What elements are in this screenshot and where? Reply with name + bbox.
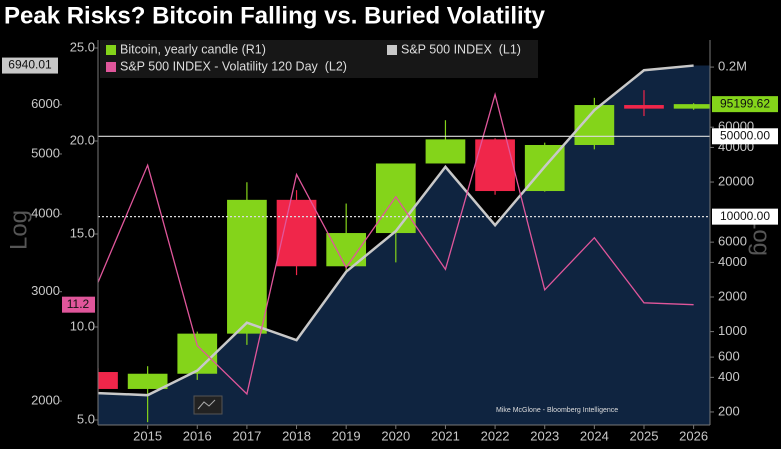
legend-swatch: [106, 62, 116, 72]
x-tick-label: 2016: [183, 428, 212, 443]
annotation: Mike McGlone - Bloomberg Intelligence: [496, 407, 618, 414]
y-tick-label: 6000: [31, 96, 60, 111]
overlay: [97, 64, 710, 423]
line: [97, 64, 694, 397]
y-tick-label: 2000: [31, 392, 60, 407]
x-tick-label: 2025: [630, 428, 659, 443]
y-tick-label: 4000: [31, 206, 60, 221]
value-tag-box: [712, 208, 778, 225]
x-tick-label: 2021: [431, 428, 460, 443]
legend-label: Bitcoin, yearly candle (R1): [120, 42, 266, 56]
y-tick-label: 0.2M: [718, 59, 747, 74]
line: [97, 91, 694, 396]
candle-body: [375, 163, 416, 234]
y-tick-label: 5.0: [77, 411, 95, 426]
candle-body: [425, 139, 466, 164]
x-tick-label: 2018: [282, 428, 311, 443]
legend-label: S&P 500 INDEX - Volatility 120 Day (L2): [120, 59, 347, 73]
y-tick-label: 3000: [31, 283, 60, 298]
legend-box: [100, 40, 538, 78]
value-tag: 6940.01: [8, 58, 52, 72]
y-tick-label: 20.0: [70, 132, 95, 147]
chart-icon-glyph: [197, 399, 216, 410]
y-tick-label: 10.0: [70, 318, 95, 333]
x-tick-label: 2023: [530, 428, 559, 443]
x-tick-label: 2026: [679, 428, 708, 443]
candle-body: [624, 105, 664, 109]
y-tick-label: 4000: [718, 254, 747, 269]
candle-body: [127, 373, 168, 389]
candle-body: [227, 199, 267, 334]
y-tick-label: 200: [718, 403, 740, 418]
legend-label: S&P 500 INDEX (L1): [401, 42, 521, 56]
y-tick-label: 600: [718, 349, 740, 364]
legend-swatch: [106, 45, 116, 55]
chart-title: Peak Risks? Bitcoin Falling vs. Buried V…: [4, 2, 546, 29]
y-tick-label: 400: [718, 369, 740, 384]
y-tick-label: 6000: [718, 234, 747, 249]
value-tag: 10000.00: [720, 209, 770, 223]
y-tick-label: 20000: [718, 173, 754, 188]
value-tag-box: [2, 57, 58, 74]
axis-title: Log: [5, 210, 32, 250]
x-tick-label: 2020: [381, 428, 410, 443]
value-tag-box: [712, 96, 778, 113]
value-tag: 95199.62: [720, 96, 770, 110]
legend-swatch: [387, 45, 397, 55]
x-tick-label: 2019: [332, 428, 361, 443]
y-tick-label: 25.0: [70, 39, 95, 54]
value-tag: 50000.00: [720, 128, 770, 142]
value-tag: 11.2: [67, 297, 90, 311]
y-tick-label: 5000: [31, 145, 60, 160]
y-tick-label: 15.0: [70, 225, 95, 240]
x-tick-label: 2022: [481, 428, 510, 443]
x-tick-label: 2015: [133, 428, 162, 443]
candle-body: [673, 104, 710, 109]
candle-body: [98, 372, 118, 389]
value-tag-box: [712, 128, 778, 145]
value-tag-box: [62, 296, 95, 313]
y-tick-label: 1000: [718, 323, 747, 338]
x-tick-label: 2017: [232, 428, 261, 443]
y-tick-label: 2000: [718, 288, 747, 303]
x-tick-label: 2024: [580, 428, 609, 443]
candle-body: [177, 333, 218, 374]
